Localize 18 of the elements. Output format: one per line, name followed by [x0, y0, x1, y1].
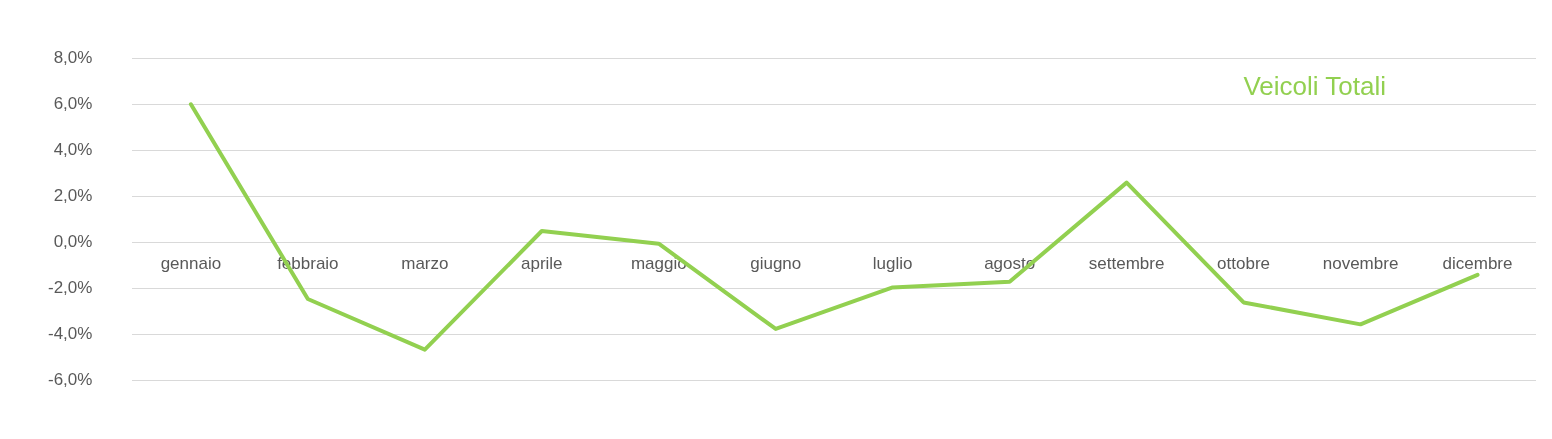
x-tick-label: aprile — [520, 254, 563, 274]
y-tick-label: 4,0% — [53, 140, 93, 160]
y-tick-label: 8,0% — [53, 47, 93, 67]
x-tick-label: ottobre — [1217, 254, 1271, 274]
y-tick-label: 0,0% — [53, 232, 93, 252]
y-tick-label: 6,0% — [53, 93, 93, 113]
y-tick-label: -4,0% — [47, 324, 93, 344]
x-tick-label: giugno — [750, 254, 802, 274]
text: Veicoli Totali — [1243, 71, 1386, 102]
x-tick-label: luglio — [872, 254, 913, 274]
x-tick-label: settembre — [1088, 254, 1165, 274]
x-tick-label: gennaio — [160, 254, 222, 274]
x-tick-label: dicembre — [1442, 254, 1513, 274]
x-tick-label: marzo — [401, 254, 449, 274]
y-tick-label: 2,0% — [53, 186, 93, 206]
y-tick-label: -6,0% — [47, 370, 93, 390]
x-tick-label: novembre — [1322, 254, 1399, 274]
y-tick-label: -2,0% — [47, 278, 93, 298]
